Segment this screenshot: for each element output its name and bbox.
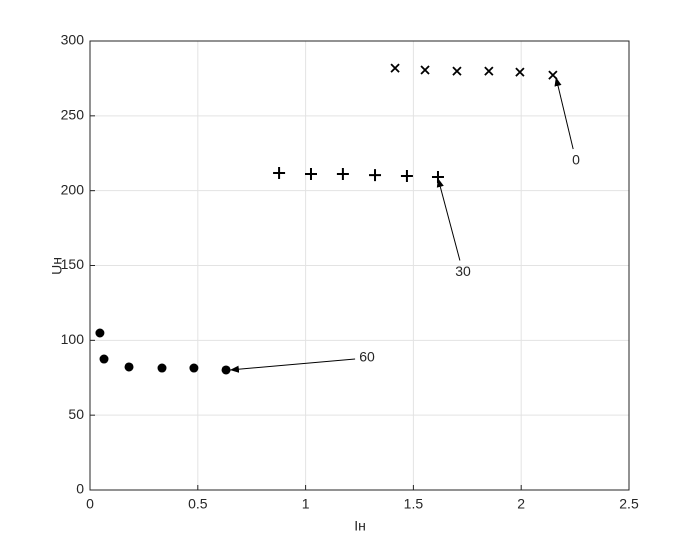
data-point [189, 363, 199, 373]
x-tick-label: 2.5 [619, 496, 639, 512]
y-tick-label: 0 [76, 481, 84, 497]
y-tick-label: 50 [68, 406, 84, 422]
data-point [336, 168, 349, 181]
data-point [95, 328, 105, 338]
x-tick-label: 1.5 [404, 496, 424, 512]
data-point [390, 63, 400, 73]
data-point [515, 67, 525, 77]
y-tick-label: 100 [61, 331, 85, 347]
annotation-arrow [554, 76, 574, 150]
data-point [400, 169, 413, 182]
annotation-label: 30 [455, 263, 471, 279]
data-point [99, 354, 109, 364]
annotation-arrow [436, 177, 461, 261]
x-tick-label: 0 [86, 496, 94, 512]
data-point [484, 66, 494, 76]
data-point [304, 168, 317, 181]
grid [89, 40, 630, 491]
x-axis-label: Iн [354, 518, 366, 534]
data-point [273, 167, 286, 180]
y-tick-label: 150 [61, 256, 85, 272]
y-tick-label: 250 [61, 107, 85, 123]
data-point [431, 171, 444, 184]
y-axis-label: Uн [49, 257, 65, 275]
data-point [157, 363, 167, 373]
annotation-label: 0 [572, 151, 580, 167]
x-tick-label: 1 [302, 496, 310, 512]
data-point [124, 362, 134, 372]
x-tick-label: 0.5 [188, 496, 208, 512]
data-point [369, 169, 382, 182]
y-tick-label: 300 [61, 32, 85, 48]
annotation-label: 60 [359, 349, 375, 365]
data-point [420, 65, 430, 75]
data-point [221, 365, 231, 375]
annotation-arrow [229, 358, 356, 373]
y-tick-label: 200 [61, 181, 85, 197]
x-tick-label: 2 [517, 496, 525, 512]
data-point [452, 66, 462, 76]
